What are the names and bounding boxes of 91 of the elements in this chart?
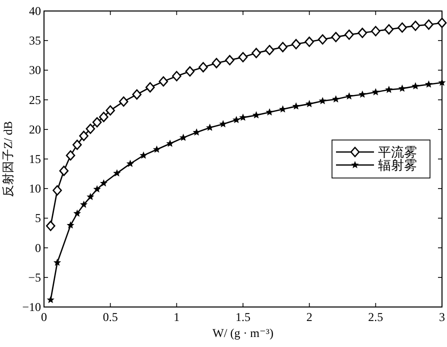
point <box>172 70 182 82</box>
point <box>252 112 260 118</box>
xtick: 3 <box>439 310 445 324</box>
point <box>158 76 168 87</box>
point <box>126 160 134 167</box>
point <box>94 186 100 192</box>
point <box>331 32 341 42</box>
point <box>145 82 155 93</box>
point <box>193 128 200 136</box>
point <box>114 170 120 176</box>
point <box>266 108 273 116</box>
point <box>74 210 81 216</box>
point <box>225 54 234 66</box>
point <box>291 39 301 50</box>
point <box>238 52 248 62</box>
legend-label: 平流雾 <box>378 144 417 160</box>
point <box>264 44 274 56</box>
point <box>86 124 96 134</box>
point <box>233 116 240 123</box>
ytick: 40 <box>29 4 41 18</box>
ytick: 5 <box>35 211 41 226</box>
ylabel: 反射因子Z/ dB <box>1 121 15 197</box>
point <box>198 62 208 72</box>
point <box>166 140 174 146</box>
point <box>72 140 82 150</box>
point <box>118 96 128 107</box>
point <box>180 134 187 141</box>
xtick: 0.5 <box>102 310 118 324</box>
point <box>92 117 102 128</box>
point <box>292 102 300 110</box>
point <box>318 34 328 45</box>
point <box>212 58 222 68</box>
point <box>220 120 226 127</box>
point <box>278 42 288 52</box>
point <box>100 180 108 186</box>
point <box>153 146 160 152</box>
ytick: 35 <box>29 34 41 48</box>
point <box>319 97 326 104</box>
ytick: 0 <box>35 240 41 255</box>
point <box>240 114 246 120</box>
point <box>206 124 214 131</box>
point <box>59 166 69 176</box>
point <box>304 36 314 47</box>
point <box>424 19 434 30</box>
point <box>87 193 94 200</box>
legend-label: 辐射雾 <box>378 158 417 172</box>
point <box>185 66 195 77</box>
ytick: 20 <box>29 122 41 136</box>
ytick: 30 <box>29 63 41 78</box>
xtick: 0 <box>41 310 47 324</box>
xtick: 2 <box>306 310 312 324</box>
point <box>47 296 54 303</box>
point <box>66 150 76 161</box>
xlabel: W/ (g · m⁻³) <box>212 326 274 340</box>
point <box>52 185 62 196</box>
point <box>99 112 108 122</box>
ytick: −10 <box>22 300 41 314</box>
point <box>332 96 340 102</box>
point <box>372 88 380 95</box>
point <box>80 201 88 208</box>
point <box>398 85 406 92</box>
point <box>410 20 420 31</box>
xtick: 1 <box>174 310 180 324</box>
point <box>359 90 366 98</box>
ytick: 15 <box>29 152 41 166</box>
point <box>140 152 147 158</box>
point <box>252 48 261 58</box>
ytick: 10 <box>29 182 41 196</box>
point <box>412 82 419 90</box>
point <box>279 106 286 112</box>
point <box>106 105 115 116</box>
point <box>425 80 432 88</box>
xtick: 1.5 <box>236 310 250 324</box>
ytick: 25 <box>29 92 41 107</box>
point <box>79 130 88 142</box>
point <box>132 89 142 100</box>
point <box>438 79 446 86</box>
point <box>398 22 407 33</box>
point <box>358 28 368 38</box>
point <box>384 24 394 34</box>
point <box>46 220 56 232</box>
point <box>306 100 313 107</box>
point <box>67 222 74 228</box>
point <box>346 92 352 100</box>
point <box>386 86 392 93</box>
point <box>371 26 380 36</box>
point <box>344 30 354 40</box>
point <box>437 18 447 28</box>
point <box>54 259 61 266</box>
xtick: 2.5 <box>368 310 384 324</box>
ytick: −5 <box>28 270 41 284</box>
